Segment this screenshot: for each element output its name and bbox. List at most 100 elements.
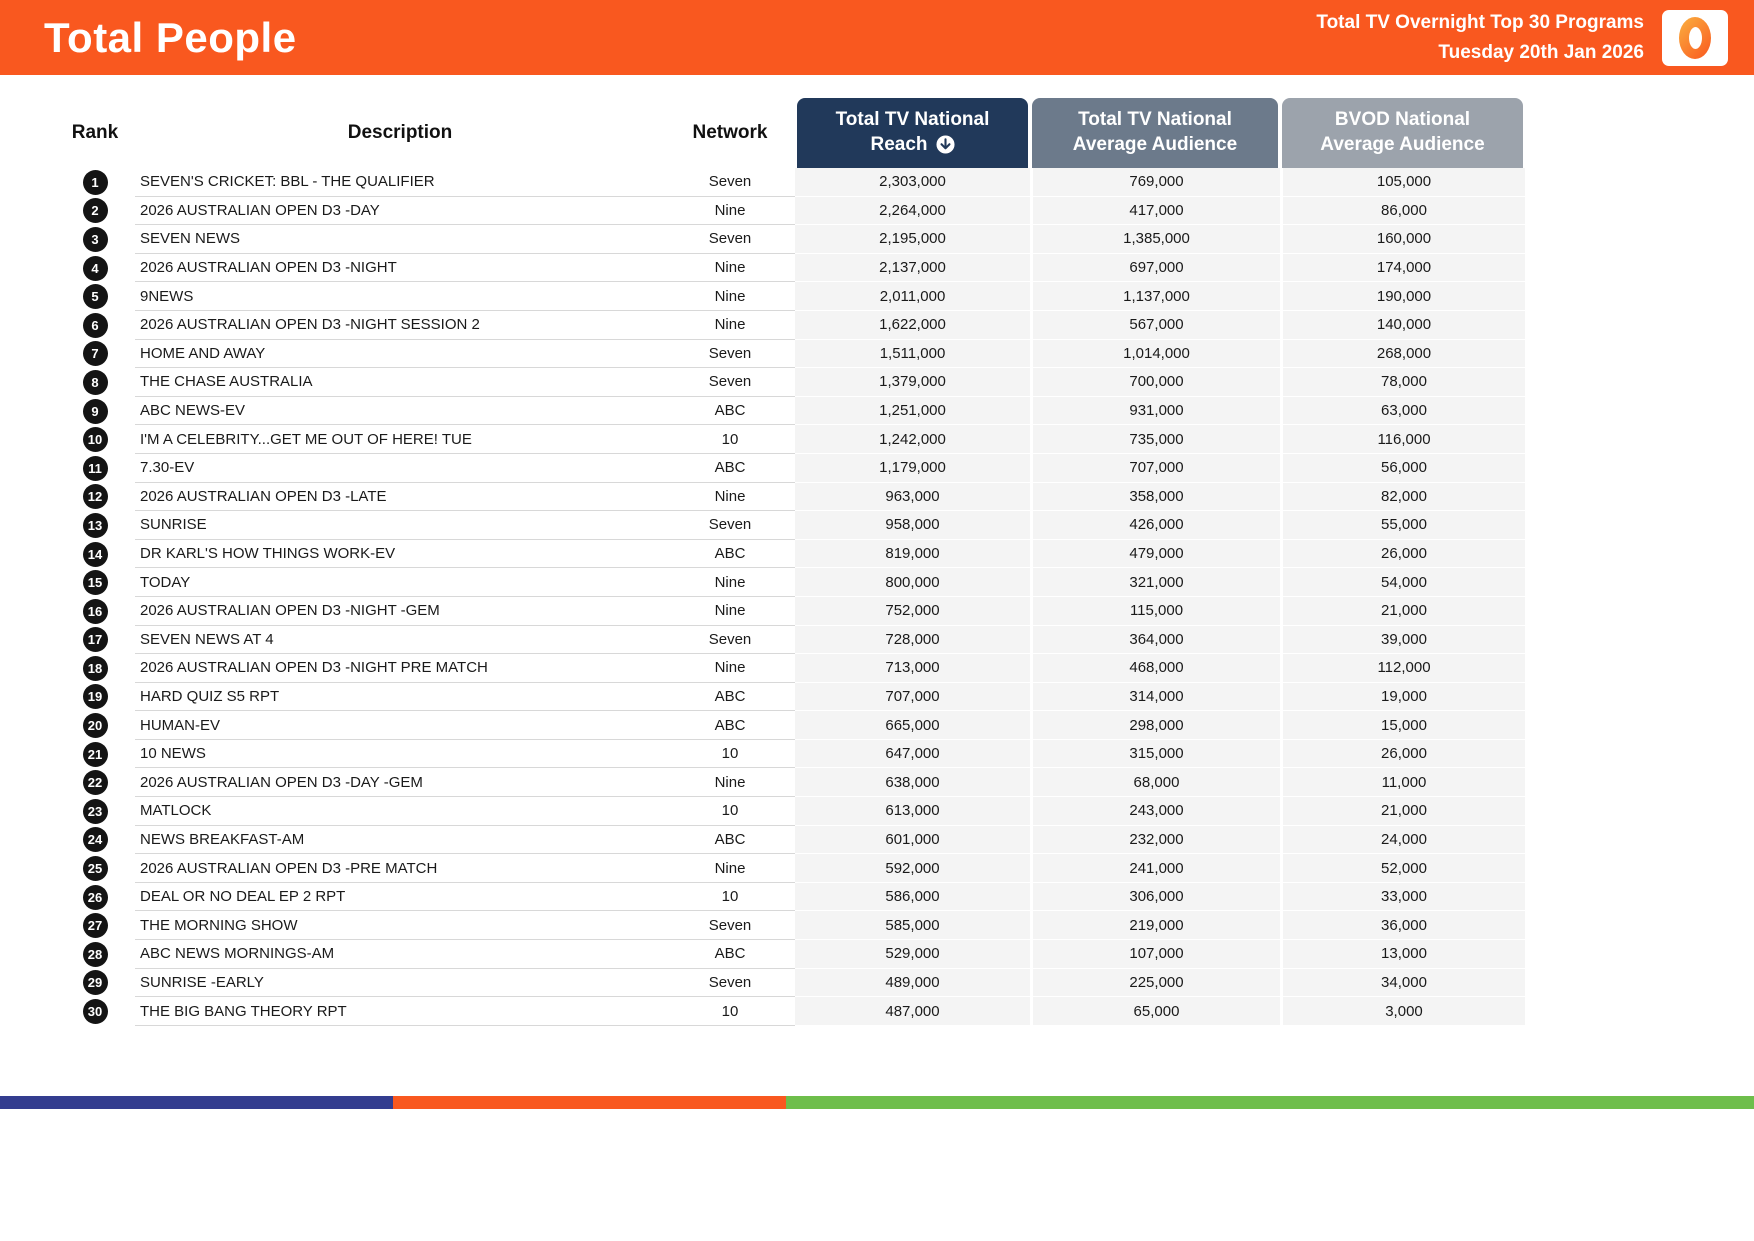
description-cell: 2026 AUSTRALIAN OPEN D3 -DAY xyxy=(135,197,665,226)
col-header-bvod-audience[interactable]: BVOD National Average Audience xyxy=(1280,98,1525,168)
network-cell: ABC xyxy=(665,683,795,712)
col-header-reach[interactable]: Total TV National Reach xyxy=(795,98,1030,168)
reach-cell: 2,303,000 xyxy=(795,168,1030,197)
network-cell: Nine xyxy=(665,197,795,226)
reach-cell: 713,000 xyxy=(795,654,1030,683)
bvod-audience-cell: 11,000 xyxy=(1280,768,1525,798)
bvod-audience-cell: 78,000 xyxy=(1280,368,1525,397)
rank-badge: 22 xyxy=(82,770,108,796)
rank-cell: 7 xyxy=(55,340,135,369)
reach-cell: 585,000 xyxy=(795,911,1030,941)
page-title: Total People xyxy=(44,13,297,61)
description-cell: DEAL OR NO DEAL EP 2 RPT xyxy=(135,883,665,912)
header-meta: Total TV Overnight Top 30 Programs Tuesd… xyxy=(1316,8,1662,67)
rank-cell: 12 xyxy=(55,483,135,512)
avg-audience-cell: 306,000 xyxy=(1030,882,1280,912)
description-cell: HUMAN-EV xyxy=(135,711,665,740)
table-row: 20 HUMAN-EV ABC 665,000 298,000 15,000 xyxy=(55,711,1525,740)
col-header-avg-audience[interactable]: Total TV National Average Audience xyxy=(1030,98,1280,168)
network-cell: 10 xyxy=(665,740,795,769)
avg-audience-cell: 298,000 xyxy=(1030,711,1280,740)
avg-audience-cell: 1,014,000 xyxy=(1030,339,1280,369)
reach-header-block[interactable]: Total TV National Reach xyxy=(797,98,1028,168)
avg-audience-header-block[interactable]: Total TV National Average Audience xyxy=(1032,98,1278,168)
description-cell: 2026 AUSTRALIAN OPEN D3 -NIGHT SESSION 2 xyxy=(135,311,665,340)
rank-badge: 7 xyxy=(82,341,108,367)
bvod-header-label: BVOD National Average Audience xyxy=(1320,109,1485,155)
rank-cell: 5 xyxy=(55,282,135,311)
rank-badge: 15 xyxy=(82,570,108,596)
network-cell: Nine xyxy=(665,254,795,283)
network-cell: ABC xyxy=(665,711,795,740)
bvod-audience-cell: 39,000 xyxy=(1280,625,1525,655)
reach-cell: 707,000 xyxy=(795,682,1030,712)
description-cell: HOME AND AWAY xyxy=(135,340,665,369)
bvod-header-block[interactable]: BVOD National Average Audience xyxy=(1282,98,1523,168)
table-row: 5 9NEWS Nine 2,011,000 1,137,000 190,000 xyxy=(55,282,1525,311)
table-row: 23 MATLOCK 10 613,000 243,000 21,000 xyxy=(55,797,1525,826)
bvod-audience-cell: 52,000 xyxy=(1280,854,1525,883)
rank-badge: 11 xyxy=(82,455,108,481)
table-row: 16 2026 AUSTRALIAN OPEN D3 -NIGHT -GEM Nin… xyxy=(55,596,1525,626)
bvod-audience-cell: 36,000 xyxy=(1280,911,1525,941)
bvod-audience-cell: 26,000 xyxy=(1280,739,1525,769)
rank-cell: 6 xyxy=(55,311,135,340)
description-cell: 7.30-EV xyxy=(135,454,665,483)
bvod-audience-cell: 26,000 xyxy=(1280,539,1525,569)
rank-cell: 4 xyxy=(55,254,135,283)
network-cell: 10 xyxy=(665,425,795,454)
avg-audience-cell: 321,000 xyxy=(1030,568,1280,597)
reach-cell: 2,137,000 xyxy=(795,253,1030,283)
bvod-audience-cell: 190,000 xyxy=(1280,282,1525,311)
rank-badge: 27 xyxy=(82,913,108,939)
header-row: Rank Description Network Total TV Nation… xyxy=(55,98,1525,168)
reach-cell: 958,000 xyxy=(795,511,1030,540)
avg-audience-cell: 65,000 xyxy=(1030,997,1280,1026)
top30-table: Rank Description Network Total TV Nation… xyxy=(55,98,1525,1026)
rank-badge: 8 xyxy=(82,369,108,395)
rank-badge: 17 xyxy=(82,627,108,653)
rank-cell: 2 xyxy=(55,197,135,226)
table-row: 9 ABC NEWS-EV ABC 1,251,000 931,000 63,000 xyxy=(55,396,1525,426)
bvod-audience-cell: 105,000 xyxy=(1280,168,1525,197)
avg-audience-cell: 219,000 xyxy=(1030,911,1280,941)
bvod-audience-cell: 63,000 xyxy=(1280,396,1525,426)
avg-audience-cell: 1,137,000 xyxy=(1030,282,1280,311)
network-cell: Nine xyxy=(665,311,795,340)
reach-cell: 2,011,000 xyxy=(795,282,1030,311)
bvod-audience-cell: 174,000 xyxy=(1280,253,1525,283)
rank-badge: 30 xyxy=(82,999,108,1025)
description-cell: 2026 AUSTRALIAN OPEN D3 -NIGHT xyxy=(135,254,665,283)
reach-cell: 529,000 xyxy=(795,940,1030,969)
avg-audience-cell: 315,000 xyxy=(1030,739,1280,769)
rank-cell: 26 xyxy=(55,883,135,912)
bvod-audience-cell: 54,000 xyxy=(1280,568,1525,597)
network-cell: Seven xyxy=(665,225,795,254)
description-cell: ABC NEWS-EV xyxy=(135,397,665,426)
reach-cell: 638,000 xyxy=(795,768,1030,798)
rank-cell: 22 xyxy=(55,768,135,797)
bvod-audience-cell: 21,000 xyxy=(1280,596,1525,626)
rank-cell: 29 xyxy=(55,969,135,998)
table-row: 27 THE MORNING SHOW Seven 585,000 219,000 36,… xyxy=(55,911,1525,941)
description-cell: 2026 AUSTRALIAN OPEN D3 -PRE MATCH xyxy=(135,854,665,883)
rank-cell: 17 xyxy=(55,626,135,655)
rank-badge: 16 xyxy=(82,598,108,624)
table-row: 24 NEWS BREAKFAST-AM ABC 601,000 232,000 24,0… xyxy=(55,825,1525,855)
reach-cell: 647,000 xyxy=(795,739,1030,769)
reach-header-label: Total TV National Reach xyxy=(835,109,990,155)
reach-cell: 1,179,000 xyxy=(795,453,1030,483)
reach-cell: 665,000 xyxy=(795,711,1030,740)
bvod-audience-cell: 86,000 xyxy=(1280,196,1525,226)
table-row: 1 SEVEN'S CRICKET: BBL - THE QUALIFIER Sev… xyxy=(55,168,1525,197)
rank-badge: 9 xyxy=(82,398,108,424)
rank-badge: 26 xyxy=(82,884,108,910)
bvod-audience-cell: 56,000 xyxy=(1280,453,1525,483)
network-cell: ABC xyxy=(665,540,795,569)
rank-badge: 24 xyxy=(82,827,108,853)
avg-audience-cell: 225,000 xyxy=(1030,968,1280,998)
rank-badge: 13 xyxy=(82,512,108,538)
avg-audience-cell: 314,000 xyxy=(1030,682,1280,712)
circle-arrow-down-icon[interactable] xyxy=(935,135,955,154)
network-cell: Seven xyxy=(665,911,795,941)
